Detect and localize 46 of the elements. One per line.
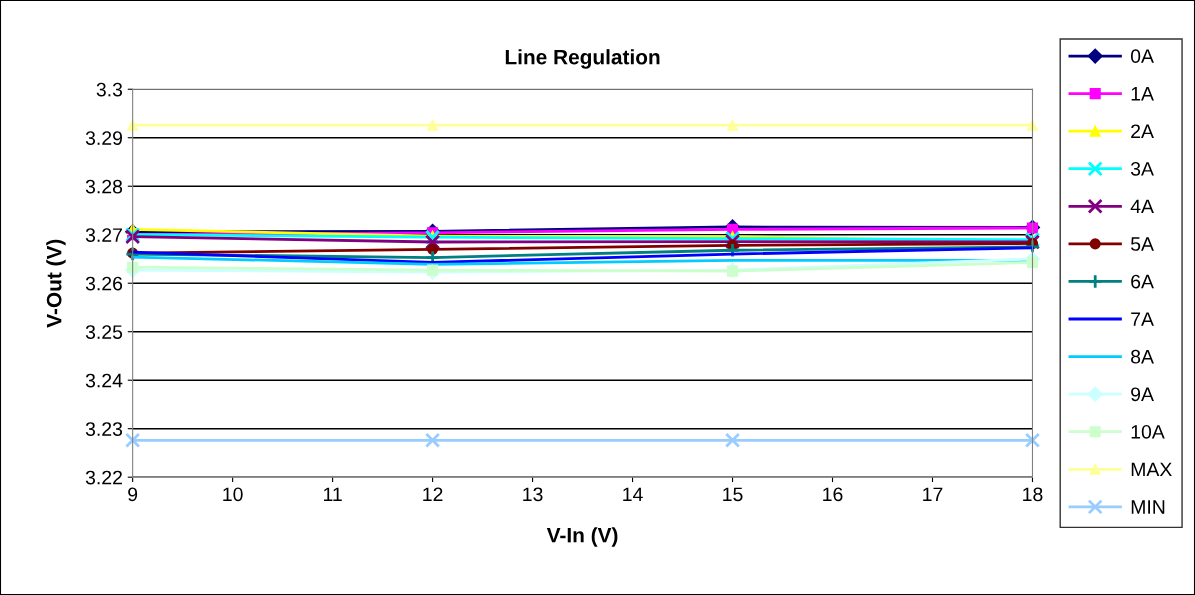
point: [424, 432, 441, 448]
y-tick-label: 3.23: [85, 422, 123, 436]
y-tick-label: 3.28: [85, 179, 123, 194]
legend-label: 1A: [1131, 87, 1154, 101]
y-tick-label: 3.29: [85, 131, 122, 145]
point: [424, 234, 441, 250]
x-tick-label: 18: [1023, 487, 1043, 502]
y-tick-label: 3.22: [85, 470, 122, 485]
x-axis-title: V-In (V): [546, 527, 618, 547]
legend-label: 9A: [1131, 387, 1154, 402]
x-tick-label: 9: [128, 487, 138, 502]
legend-label: 7A: [1131, 312, 1154, 326]
y-tick-label: 3.24: [85, 373, 123, 388]
x-tick-label: 11: [324, 487, 342, 501]
y-axis-title: V-Out (V): [46, 239, 66, 328]
y-tick-label: 3.27: [85, 228, 122, 242]
legend-label: 8A: [1131, 349, 1154, 364]
x-tick-label: 13: [523, 487, 543, 502]
point: [427, 264, 439, 276]
chart-title: Line Regulation: [505, 49, 660, 69]
x-tick-label: 15: [723, 487, 743, 502]
legend-label: 2A: [1131, 124, 1154, 138]
x-tick-label: 16: [823, 487, 843, 502]
x-tick-label: 14: [623, 487, 643, 501]
legend-label: 5A: [1130, 237, 1154, 251]
point: [127, 261, 139, 273]
legend-label: 10A: [1131, 424, 1165, 439]
legend-label: 0A: [1130, 49, 1154, 64]
point: [127, 119, 139, 131]
point: [427, 119, 439, 131]
x-tick-label: 10: [223, 487, 243, 502]
legend-label: MIN: [1131, 500, 1165, 514]
legend-label: MAX: [1131, 462, 1172, 477]
x-tick-label: 12: [423, 487, 443, 501]
point: [726, 119, 739, 131]
y-tick-label: 3.26: [85, 276, 123, 291]
y-tick-label: 3.3: [96, 82, 123, 97]
legend-label: 6A: [1131, 274, 1154, 289]
point: [1024, 432, 1041, 448]
legend-label: 4A: [1130, 199, 1154, 214]
y-tick-label: 3.25: [85, 325, 123, 339]
point: [724, 432, 741, 448]
point: [1026, 256, 1039, 268]
point: [125, 432, 141, 448]
x-tick-label: 17: [923, 487, 943, 501]
legend-label: 3A: [1130, 161, 1154, 176]
